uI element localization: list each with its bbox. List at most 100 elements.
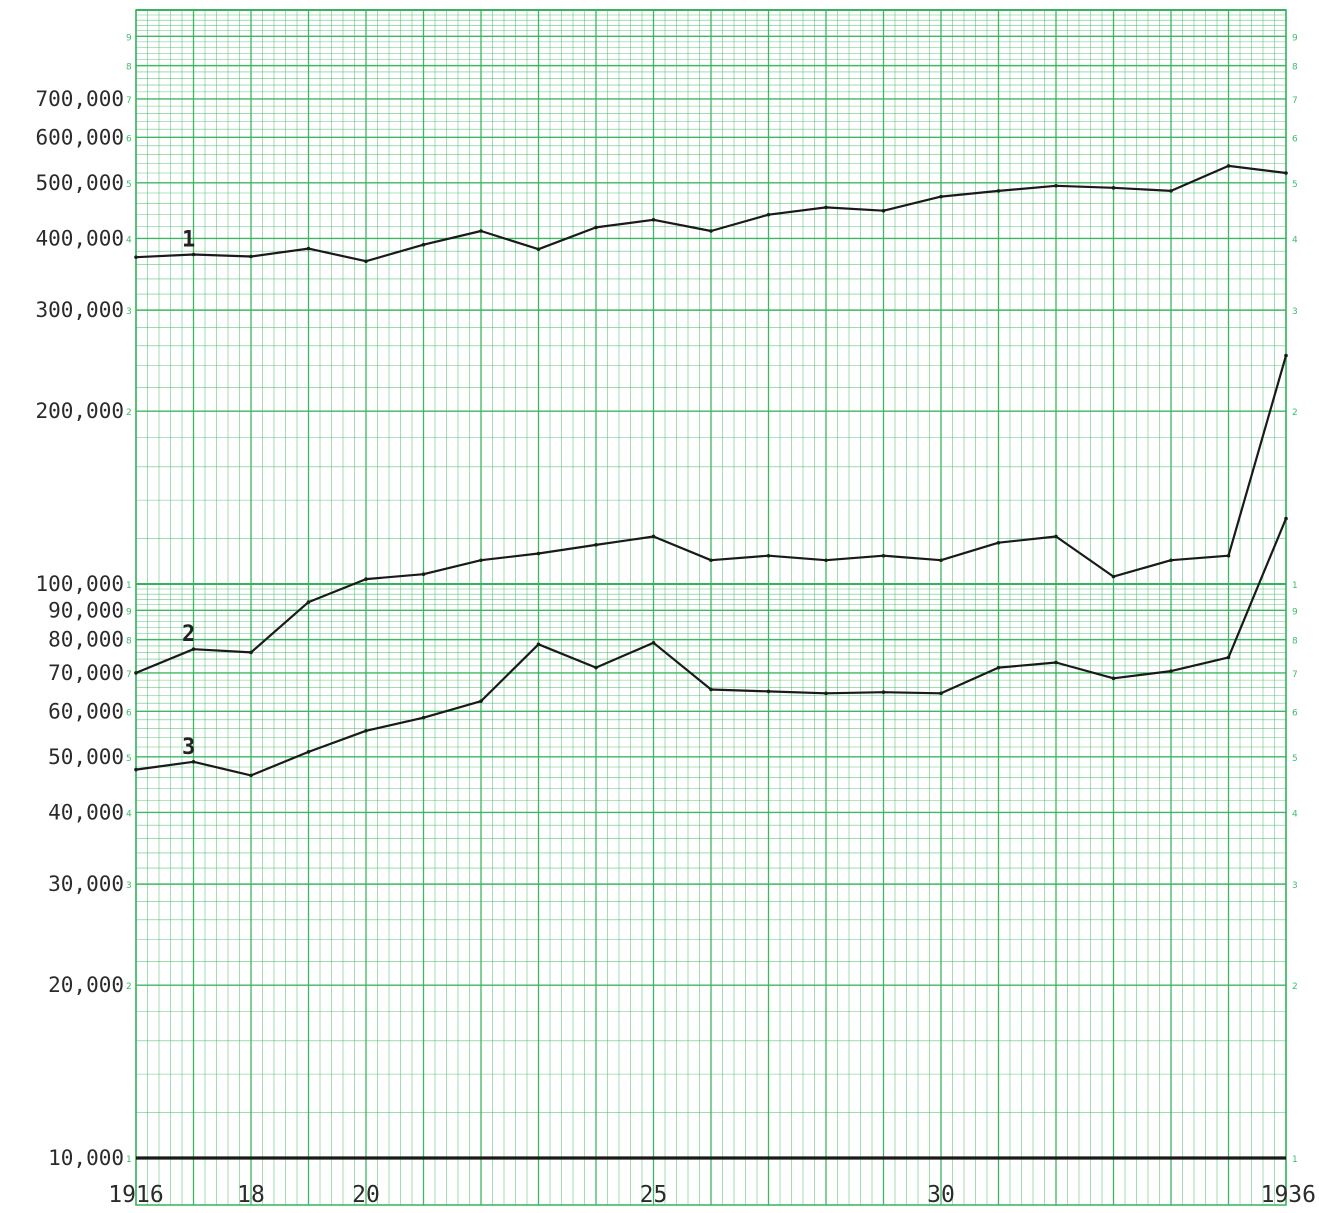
series-3-point <box>651 640 656 645</box>
grid-cycle-label-left: 2 <box>126 408 132 418</box>
x-tick-label: 25 <box>640 1182 668 1208</box>
y-tick-label: 500,000 <box>35 171 124 195</box>
y-tick-label: 200,000 <box>35 399 124 423</box>
grid-cycle-label-right: 3 <box>1292 881 1298 891</box>
series-1-point <box>881 208 886 213</box>
series-1-point <box>766 212 771 217</box>
grid-cycle-label-left: 8 <box>126 63 132 73</box>
y-tick-label: 50,000 <box>48 745 124 769</box>
grid-cycle-label-right: 8 <box>1292 637 1298 647</box>
grid-cycle-label-left: 7 <box>126 96 132 106</box>
series-2-point <box>709 558 713 563</box>
grid-cycle-label-right: 2 <box>1292 982 1298 992</box>
plot-border <box>135 9 1287 1206</box>
y-tick-label: 90,000 <box>48 598 124 622</box>
series-1-point <box>1054 184 1058 188</box>
series-3-point <box>306 750 311 754</box>
series-group: 1 2 3 <box>134 164 1288 1160</box>
grid-cycle-label-left: 6 <box>126 708 132 718</box>
y-tick-label: 400,000 <box>35 226 124 250</box>
series-label-1: 1 <box>182 228 195 253</box>
grid-cycle-label-right: 2 <box>1292 408 1298 418</box>
y-tick-label: 40,000 <box>48 800 124 824</box>
series-2-point <box>191 647 196 651</box>
grid-cycle-label-right: 3 <box>1292 307 1298 317</box>
y-tick-label: 300,000 <box>35 298 124 322</box>
grid-cycle-label-right: 9 <box>1292 607 1298 617</box>
grid-cycle-label-right: 8 <box>1292 63 1298 73</box>
grid-cycle-label-right: 6 <box>1292 134 1298 144</box>
series-2-point <box>536 551 541 556</box>
grid-cycle-label-right: 4 <box>1292 235 1298 245</box>
series-3-point <box>134 767 138 772</box>
series-2-point <box>1226 553 1231 558</box>
grid-cycle-label-right: 6 <box>1292 708 1298 718</box>
series-1-point <box>651 218 656 222</box>
y-tick-label: 600,000 <box>35 125 124 149</box>
grid-cycle-label-left: 1 <box>126 1155 132 1165</box>
y-tick-label: 10,000 <box>48 1146 124 1170</box>
series-1-point <box>536 247 541 252</box>
series-2-point <box>249 650 253 655</box>
series-1-point <box>249 254 253 259</box>
series-2-point <box>939 558 943 563</box>
series-2-point <box>1169 558 1173 563</box>
y-tick-label: 20,000 <box>48 973 124 997</box>
grid-cycle-label-right: 1 <box>1292 1155 1298 1165</box>
grid-cycle-label-left: 1 <box>126 581 132 591</box>
grid-cycle-label-left: 5 <box>126 754 132 764</box>
series-3-point <box>1226 655 1231 660</box>
y-tick-label: 30,000 <box>48 872 124 896</box>
series-1-point <box>709 229 713 233</box>
series-1-point <box>594 225 598 230</box>
series-2-point <box>1054 534 1058 539</box>
grid-cycle-label-left: 9 <box>126 607 132 617</box>
series-2-point <box>306 600 311 604</box>
grid-cycle-label-right: 5 <box>1292 180 1298 190</box>
series-3-point <box>536 642 541 647</box>
series-1-point <box>421 242 426 247</box>
x-tick-label: 18 <box>237 1182 265 1208</box>
series-3-point <box>1284 516 1288 521</box>
grid-cycle-label-left: 4 <box>126 809 132 819</box>
series-2-point <box>881 553 886 558</box>
series-2-point <box>996 540 1001 545</box>
series-2-point <box>364 577 368 581</box>
x-tick-label: 20 <box>352 1182 380 1208</box>
x-axis-tick-labels: 1916 18 20 25 30 1936 <box>108 1182 1316 1208</box>
series-3-point <box>709 687 713 692</box>
series-2-point <box>134 671 138 675</box>
grid-cycle-label-right: 1 <box>1292 581 1298 591</box>
grid-cycle-label-left: 5 <box>126 180 132 190</box>
series-1-point <box>1284 171 1288 175</box>
series-3-point <box>249 773 253 778</box>
series-2-point <box>651 534 656 539</box>
series-3-point <box>421 715 426 720</box>
series-1-point <box>134 255 138 259</box>
series-3-point <box>594 665 598 670</box>
series-1-point <box>306 246 311 251</box>
series-3-point <box>1111 676 1116 681</box>
grid-cycle-label-left: 9 <box>126 33 132 43</box>
series-1-point <box>824 205 828 210</box>
grid-cycle-label-right: 9 <box>1292 33 1298 43</box>
series-2-point <box>824 558 828 563</box>
series-1-point <box>364 259 368 264</box>
series-3-point <box>479 699 483 703</box>
series-1-point <box>1226 164 1231 168</box>
grid-cycle-label-left: 4 <box>126 235 132 245</box>
series-3-point <box>1169 669 1173 673</box>
y-tick-label: 80,000 <box>48 628 124 652</box>
y-tick-label: 70,000 <box>48 661 124 685</box>
series-3-point <box>191 760 196 764</box>
y-tick-label: 100,000 <box>35 572 124 596</box>
grid-cycle-label-right: 7 <box>1292 96 1298 106</box>
series-label-3: 3 <box>182 735 195 760</box>
grid-cycle-label-left: 7 <box>126 670 132 680</box>
series-3-point <box>996 665 1001 670</box>
grid-cycle-label-left: 3 <box>126 881 132 891</box>
grid-cycle-label-right: 7 <box>1292 670 1298 680</box>
series-2-point <box>421 572 426 577</box>
grid-cycle-label-right: 5 <box>1292 754 1298 764</box>
